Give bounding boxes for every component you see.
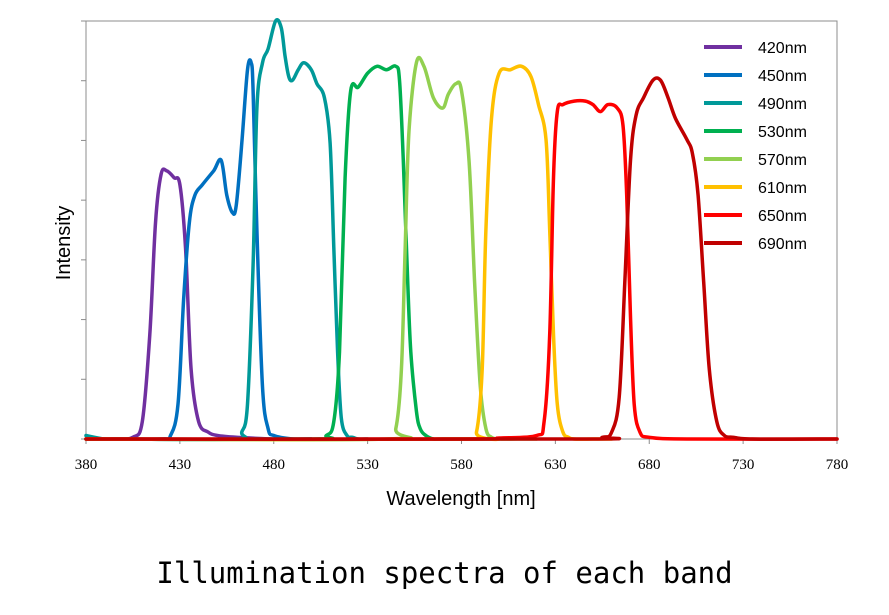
figure-caption: Illumination spectra of each band bbox=[156, 556, 733, 590]
x-tick-label: 480 bbox=[263, 457, 286, 473]
x-tick-label: 380 bbox=[75, 457, 98, 473]
x-tick-label: 430 bbox=[169, 457, 192, 473]
series-lines bbox=[84, 18, 839, 442]
legend: 420nm 450nm 490nm 530nm 570nm 610nm 650nm 690nm bbox=[704, 40, 807, 253]
legend-label-420nm: 420nm bbox=[758, 40, 807, 57]
x-tick-label: 730 bbox=[732, 457, 755, 473]
spectra-chart: 380 430 480 530 580 630 680 730 780 Intensity Wa… bbox=[53, 18, 849, 510]
legend-label-570nm: 570nm bbox=[758, 152, 807, 169]
series-line-650nm bbox=[84, 98, 839, 441]
series-line-570nm bbox=[84, 55, 539, 442]
legend-label-690nm: 690nm bbox=[758, 236, 807, 253]
axes: 380 430 480 530 580 630 680 730 780 bbox=[75, 20, 849, 473]
y-axis-label: Intensity bbox=[53, 206, 75, 280]
legend-label-490nm: 490nm bbox=[758, 96, 807, 113]
legend-label-610nm: 610nm bbox=[758, 180, 807, 197]
series-line-690nm bbox=[84, 76, 839, 441]
series-line-450nm bbox=[84, 58, 314, 442]
legend-label-450nm: 450nm bbox=[758, 68, 807, 85]
x-tick-label: 680 bbox=[638, 457, 661, 473]
series-line-420nm bbox=[84, 167, 314, 441]
legend-label-530nm: 530nm bbox=[758, 124, 807, 141]
x-axis-label: Wavelength [nm] bbox=[386, 488, 535, 510]
x-tick-label: 530 bbox=[356, 457, 379, 473]
x-tick-label: 580 bbox=[450, 457, 473, 473]
series-line-610nm bbox=[84, 64, 614, 442]
legend-label-650nm: 650nm bbox=[758, 208, 807, 225]
x-tick-label: 780 bbox=[826, 457, 849, 473]
series-line-530nm bbox=[84, 64, 501, 442]
x-tick-label: 630 bbox=[544, 457, 567, 473]
